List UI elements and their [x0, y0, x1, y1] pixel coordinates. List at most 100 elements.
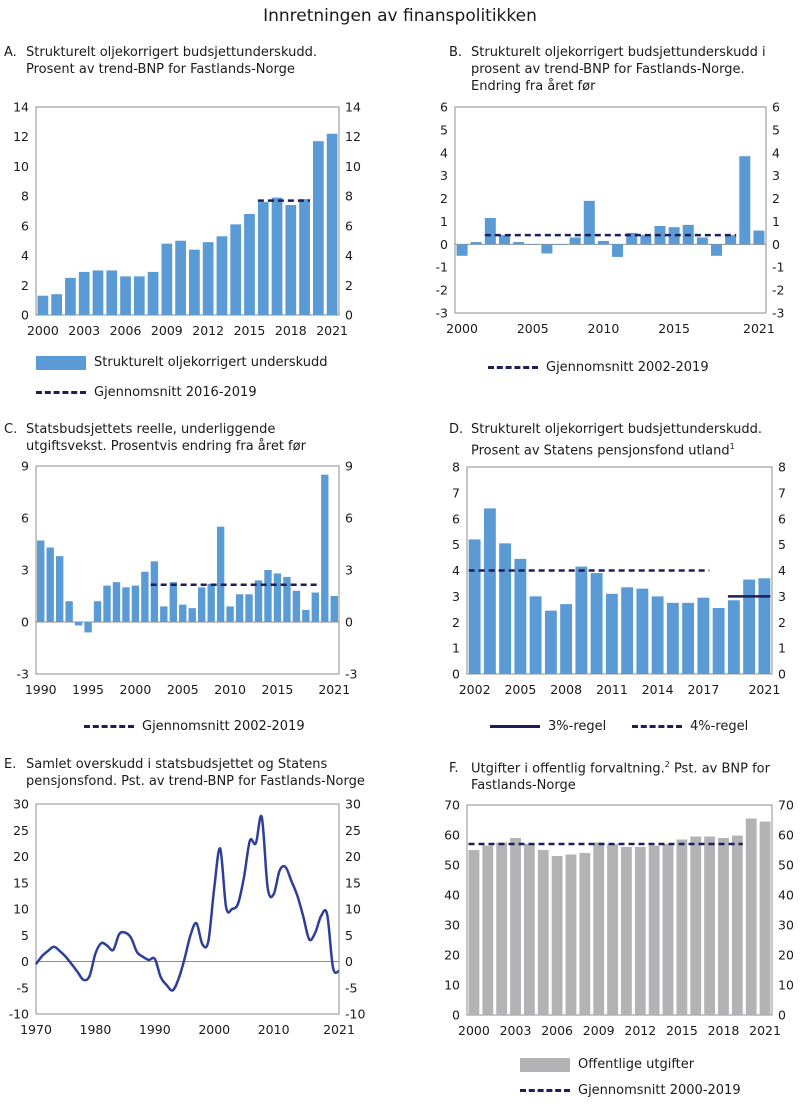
panel-d-bar: [544, 610, 557, 674]
panel-b-ytick-right: 1: [772, 214, 780, 229]
panel-f-bar: [551, 856, 563, 1015]
panel-c-legend-dash-swatch: [84, 725, 134, 728]
panel-f-bar: [745, 818, 757, 1015]
panel-c-ytick-right: 0: [345, 615, 353, 630]
panel-d-bar: [743, 579, 756, 674]
panel-b-xtick: 2005: [517, 321, 549, 336]
panel-f-bar: [662, 844, 674, 1015]
panel-e-ytick-right: 5: [345, 928, 353, 943]
panel-c-bar: [160, 606, 168, 622]
panel-f-ytick-left: 30: [444, 918, 460, 933]
panel-b-bar: [470, 242, 482, 245]
panel-d-ytick-right: 4: [778, 563, 786, 578]
panel-b-ytick-left: -3: [436, 306, 448, 321]
panel-d-legend-dash-swatch: [632, 725, 682, 728]
panel-a-bar: [37, 295, 49, 315]
panel-c-title-line-2: utgiftsvekst. Prosentvis endring fra åre…: [26, 439, 306, 454]
panel-c-bar: [283, 576, 291, 622]
panel-d-ytick-left: 2: [452, 615, 460, 630]
panel-a-bar: [92, 270, 104, 315]
panel-d-ytick-left: 6: [452, 511, 460, 526]
panel-a-ytick-left: 6: [21, 218, 29, 233]
panel-d-title-line-2: Prosent av Statens pensjonsfond utland: [471, 443, 730, 459]
panel-f-bar: [523, 844, 535, 1015]
panel-d-ytick-right: 5: [778, 537, 786, 552]
panel-f-ytick-right: 30: [778, 918, 794, 933]
panel-b-xtick: 2010: [588, 321, 620, 336]
panel-a-legend-bar: Strukturelt oljekorrigert underskudd: [36, 355, 328, 370]
panel-d-bar: [697, 597, 710, 674]
panel-d-xtick: 2002: [459, 682, 491, 697]
panel-b-frame: [454, 106, 767, 314]
panel-e-series-line: [34, 814, 341, 992]
panel-e-ytick-left: 5: [21, 928, 29, 943]
panel-e-frame: [35, 803, 340, 1015]
panel-d-bar: [712, 608, 725, 674]
panel-f-legend-bar-swatch: [520, 1057, 570, 1072]
panel-c-bar: [245, 594, 253, 622]
panel-d-bar: [590, 573, 603, 674]
panel-a-xtick: 2018: [275, 323, 307, 338]
panel-d-bar: [514, 558, 527, 674]
panel-f-xtick: 2021: [749, 1023, 781, 1038]
panel-b-ytick-right: -1: [772, 260, 784, 275]
panel-f-bar: [634, 847, 646, 1015]
panel-a-bar: [312, 141, 324, 315]
panel-d-xtick: 2008: [550, 682, 582, 697]
panel-a-bar: [78, 271, 90, 315]
panel-b-ytick-left: 3: [440, 168, 448, 183]
panel-a-title-line-2: Prosent av trend-BNP for Fastlands-Norge: [26, 62, 295, 77]
panel-b-ytick-right: 6: [772, 100, 780, 115]
panel-c-bar: [292, 590, 301, 622]
panel-d-xtick: 2014: [642, 682, 674, 697]
panel-c-bar: [216, 526, 225, 622]
panel-f-ytick-right: 60: [778, 828, 794, 843]
panel-a-xtick: 2009: [151, 323, 183, 338]
panel-b-bar: [696, 237, 708, 245]
panel-a-ytick-right: 12: [345, 129, 361, 144]
panel-d-bar: [483, 508, 496, 674]
panel-d-ytick-left: 7: [452, 485, 460, 500]
panel-a-bar: [106, 270, 118, 315]
panel-f-legend-average-label: Gjennomsnitt 2000-2019: [578, 1083, 741, 1098]
panel-f-xtick: 2012: [624, 1023, 656, 1038]
panel-b-bar: [541, 244, 553, 254]
panel-a-bar: [257, 202, 269, 315]
panel-c-bar: [65, 601, 73, 622]
panel-c-xtick: 1990: [25, 682, 57, 697]
panel-a-ytick-right: 14: [345, 100, 361, 115]
panel-f-xtick: 2015: [666, 1023, 698, 1038]
panel-c-ytick-right: -3: [345, 667, 357, 682]
panel-f-bar: [565, 854, 577, 1015]
panel-c-bar: [179, 604, 187, 622]
panel-a-bar: [147, 271, 159, 315]
panel-e-ytick-right: 25: [345, 823, 361, 838]
panel-c-bar: [103, 585, 111, 622]
panel-a-title: A. Strukturelt oljekorrigert budsjettunde…: [4, 44, 317, 78]
panel-b-title-line-2: prosent av trend-BNP for Fastlands-Norge…: [471, 62, 745, 77]
panel-c-ytick-right: 6: [345, 511, 353, 526]
panel-d-xtick: 2021: [748, 682, 780, 697]
panel-f-xtick: 2006: [541, 1023, 573, 1038]
panel-b-bar: [569, 237, 581, 245]
panel-c-bar: [207, 583, 215, 622]
panel-a-ytick-left: 8: [21, 189, 29, 204]
panel-f-ytick-left: 60: [444, 828, 460, 843]
panel-d-legend-3pct: 3%-regel: [490, 719, 606, 734]
panel-a-ytick-left: 14: [13, 100, 29, 115]
panel-f-footnote-mark: 2: [664, 760, 670, 769]
panel-c-bar: [198, 587, 206, 622]
panel-d-bar: [560, 604, 573, 674]
panel-d-bar: [468, 539, 481, 674]
panel-c-title-line-1: Statsbudsjettets reelle, underliggende: [26, 422, 276, 437]
panel-a-legend-dash-swatch: [36, 391, 86, 394]
panel-e-xtick: 2000: [198, 1022, 230, 1037]
panel-f-ytick-left: 10: [444, 978, 460, 993]
panel-a-bar: [216, 236, 228, 315]
panel-b-ytick-left: 1: [440, 214, 448, 229]
panel-e-xtick: 1970: [20, 1022, 52, 1037]
panel-e-ytick-right: 15: [345, 875, 361, 890]
panel-f-xtick: 2018: [708, 1023, 740, 1038]
panel-b-title: B. Strukturelt oljekorrigert budsjettunde…: [449, 44, 766, 95]
panel-a-bar: [202, 242, 214, 315]
